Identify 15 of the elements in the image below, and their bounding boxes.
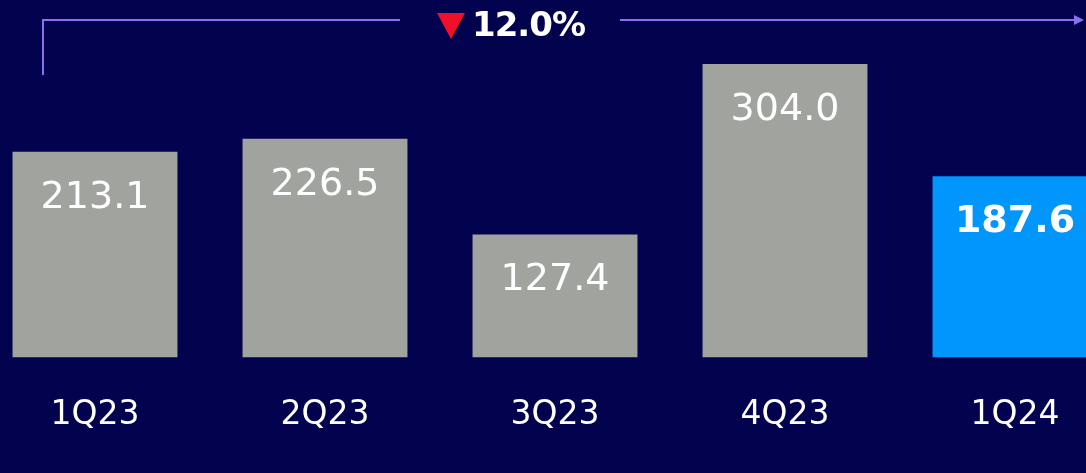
data-label: 127.4: [500, 255, 610, 300]
x-tick-label: 3Q23: [510, 392, 600, 432]
bar: [472, 234, 638, 358]
x-tick-label: 1Q24: [970, 392, 1060, 432]
data-label: 226.5: [270, 159, 380, 204]
x-tick-label: 2Q23: [280, 392, 370, 432]
x-tick-label: 4Q23: [740, 392, 830, 432]
data-label: 304.0: [730, 84, 840, 129]
bar: [12, 151, 178, 358]
x-tick-label: 1Q23: [50, 392, 140, 432]
data-label: 187.6: [954, 197, 1076, 242]
data-label: 213.1: [40, 172, 150, 217]
bar: [702, 64, 868, 358]
text: 12.0%: [472, 3, 585, 46]
bar: [242, 138, 408, 358]
